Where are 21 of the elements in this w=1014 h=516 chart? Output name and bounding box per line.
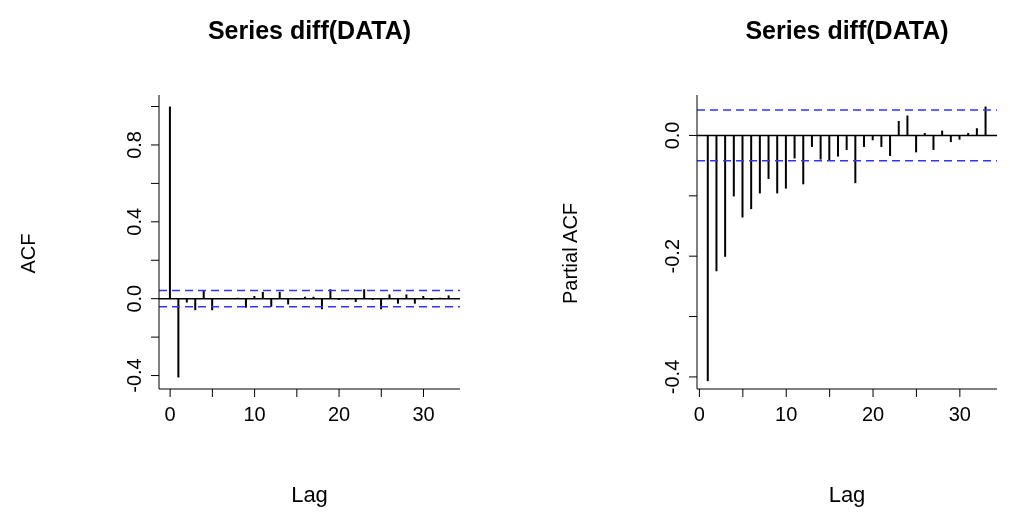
y-axis-title: Partial ACF	[558, 201, 582, 307]
chart-title: Series diff(DATA)	[206, 16, 413, 45]
x-tick-label: 20	[327, 403, 351, 425]
y-tick-label: -0.2	[661, 238, 683, 274]
chart-title: Series diff(DATA)	[744, 16, 950, 45]
y-tick-label: 0.0	[123, 284, 145, 313]
x-tick-label: 30	[412, 403, 435, 425]
x-axis-title: Lag	[290, 482, 329, 508]
y-axis-title: ACF	[16, 232, 40, 276]
y-tick-label: -0.4	[123, 358, 145, 393]
y-tick-label: 0.4	[123, 207, 145, 236]
x-axis-title: Lag	[827, 482, 867, 508]
x-tick-label: 20	[861, 403, 885, 425]
x-tick-label: 0	[164, 403, 176, 425]
x-tick-label: 10	[775, 403, 798, 425]
y-tick-label: 0.0	[661, 121, 683, 150]
x-tick-label: 10	[243, 403, 266, 425]
y-tick-label: -0.4	[661, 359, 683, 395]
x-tick-label: 0	[693, 403, 705, 425]
x-tick-label: 30	[948, 403, 971, 425]
y-tick-label: 0.8	[123, 131, 145, 159]
